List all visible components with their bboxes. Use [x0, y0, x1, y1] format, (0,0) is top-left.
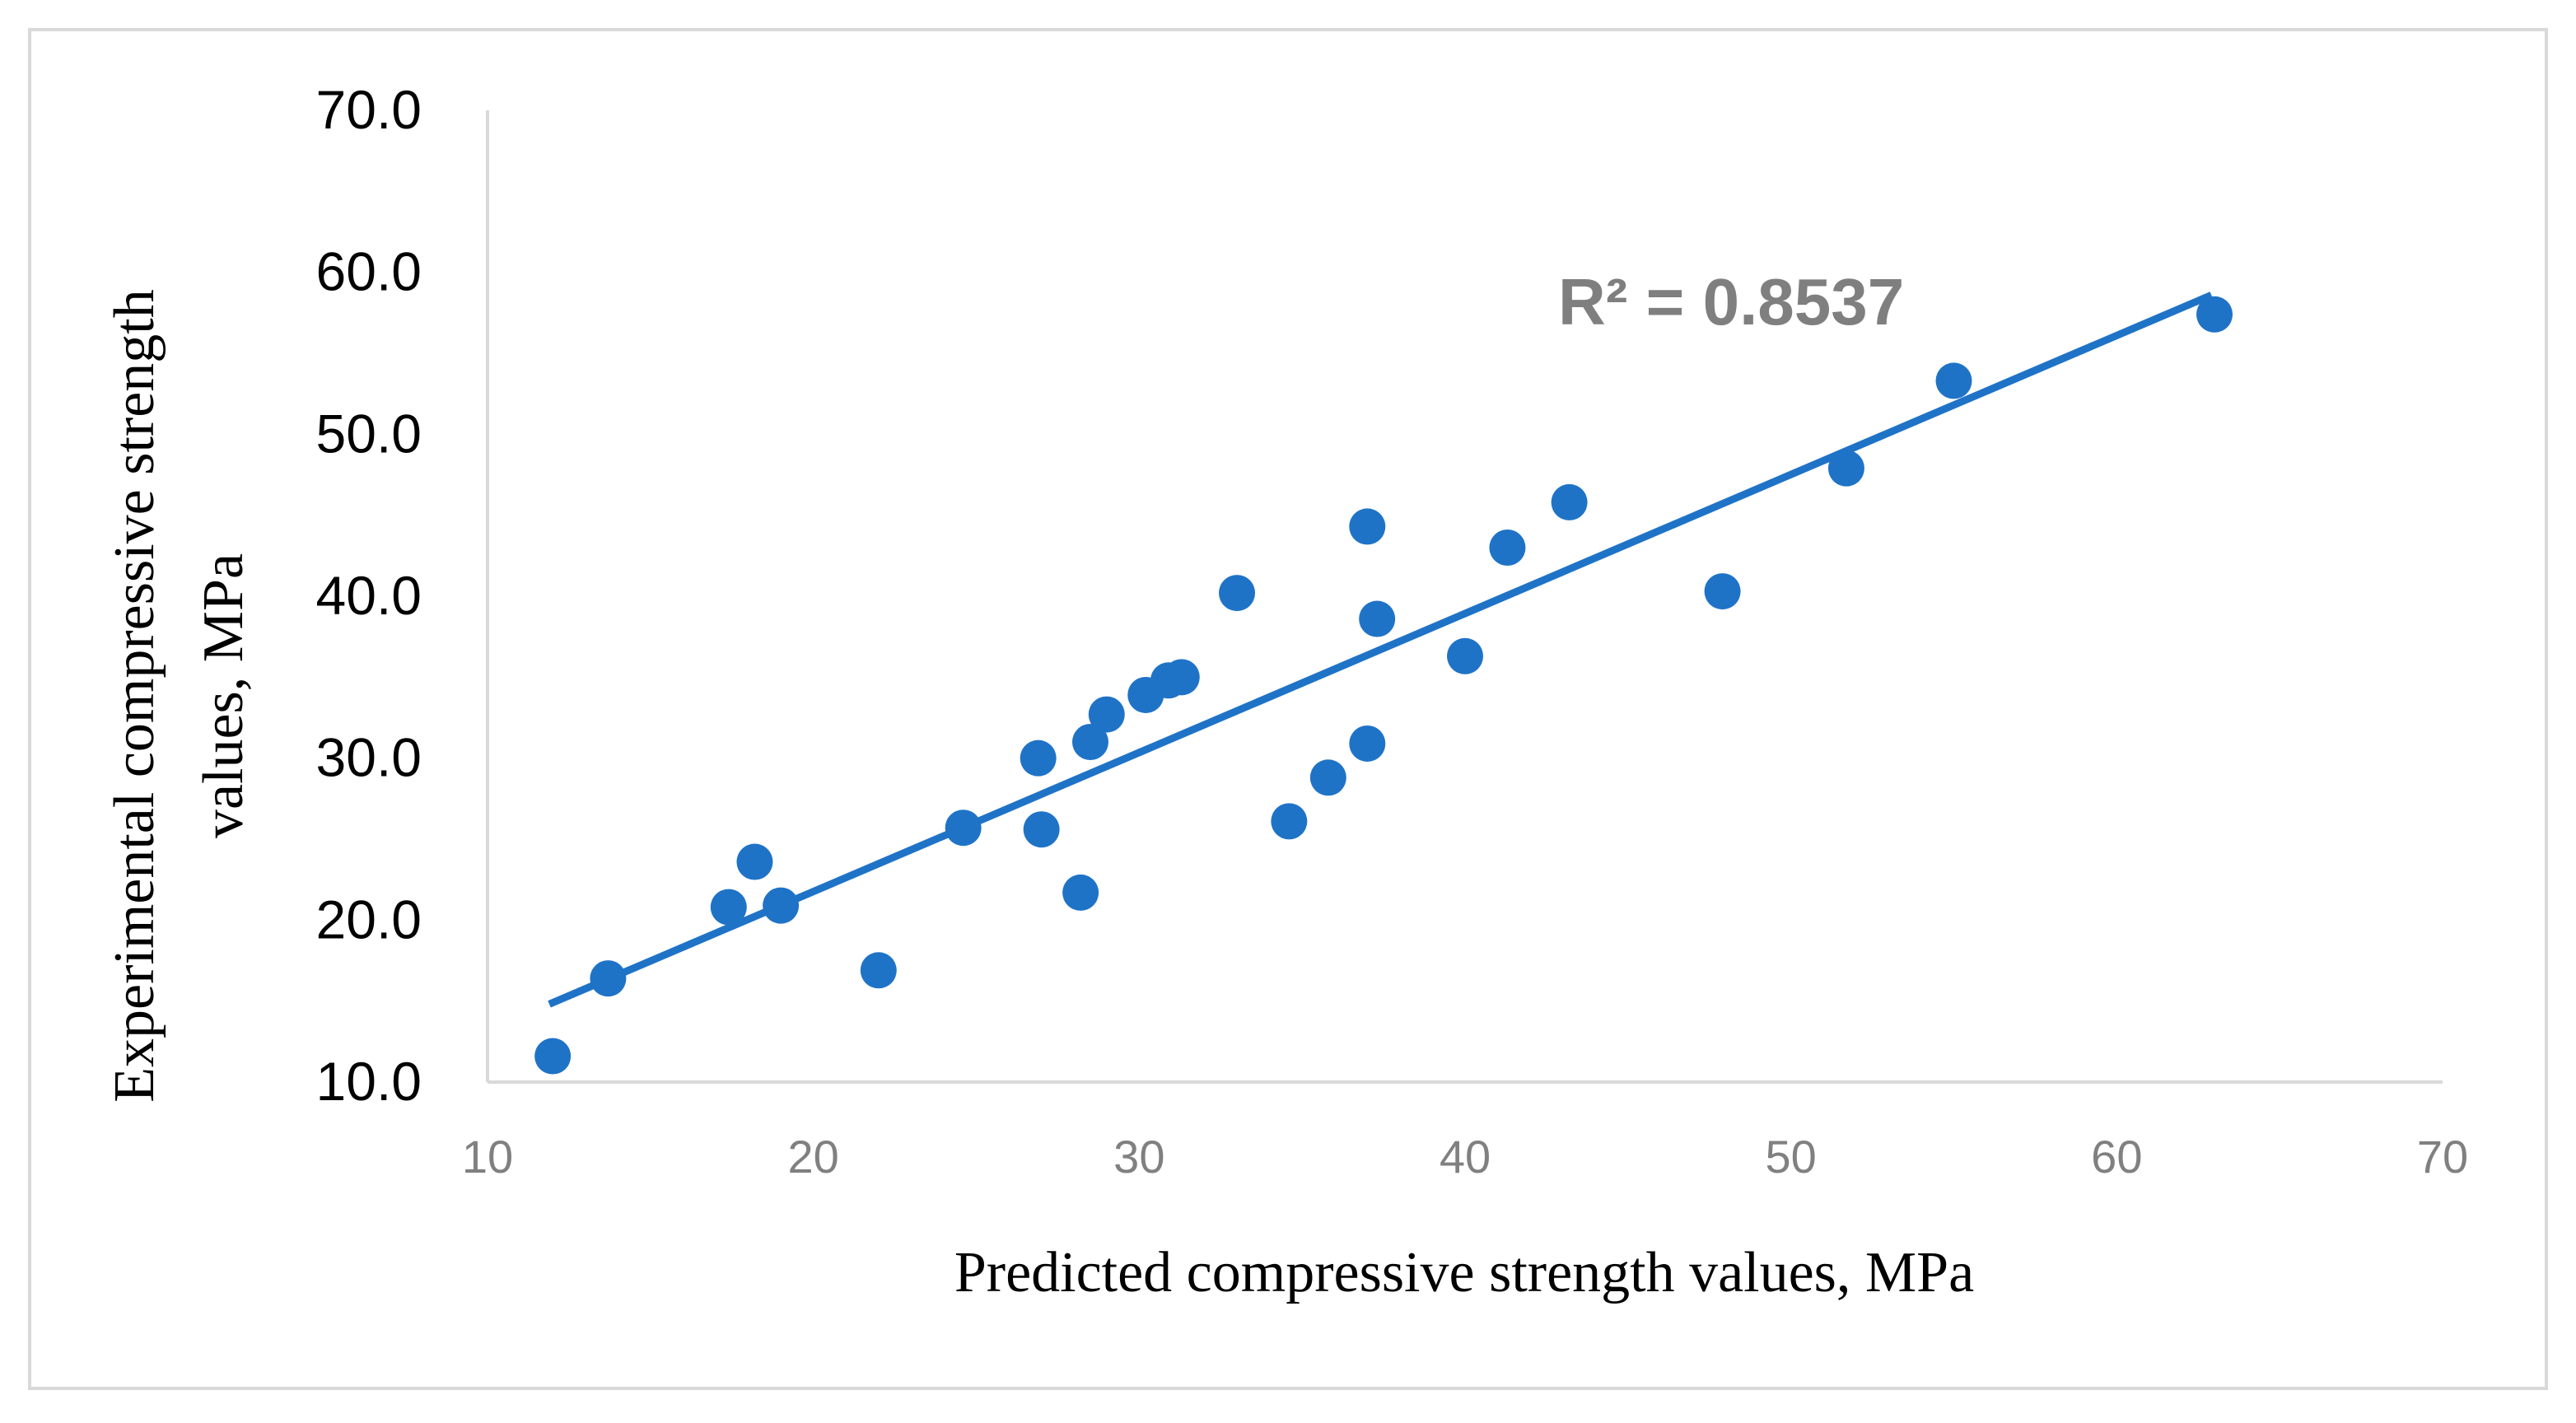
x-tick-label: 70 [2417, 1131, 2468, 1183]
data-point [1827, 450, 1864, 487]
trendline [548, 292, 2214, 1008]
data-point [1023, 811, 1060, 848]
data-point [1163, 659, 1200, 696]
plot-area [486, 110, 2443, 1084]
y-axis-title-line-1: Experimental compressive strength [103, 289, 166, 1103]
y-tick-label: 20.0 [316, 889, 422, 949]
chart-border [28, 28, 2548, 1390]
y-tick-label: 10.0 [316, 1051, 422, 1112]
data-point [1020, 739, 1057, 777]
data-point [1359, 600, 1396, 637]
data-point [1447, 637, 1483, 674]
y-axis-title-line-2: values, MPa [192, 553, 255, 838]
data-point [710, 889, 747, 926]
data-point [1551, 483, 1588, 520]
y-tick-label: 30.0 [316, 727, 422, 788]
x-tick-label: 30 [1113, 1131, 1164, 1183]
x-axis-title: Predicted compressive strength values, M… [954, 1241, 1974, 1304]
data-point [2196, 296, 2233, 333]
x-tick-label: 50 [1766, 1131, 1817, 1183]
y-tick-label: 60.0 [316, 241, 422, 302]
x-tick-labels: 10 20 30 40 50 60 70 [462, 1131, 2468, 1183]
data-point [1935, 362, 1972, 399]
data-point [1704, 573, 1741, 610]
data-point [1062, 874, 1099, 911]
x-tick-label: 40 [1440, 1131, 1491, 1183]
data-point [1489, 530, 1526, 566]
data-points [534, 296, 2233, 1075]
data-point [1349, 725, 1386, 762]
y-tick-labels: 10.0 20.0 30.0 40.0 50.0 60.0 70.0 [316, 79, 422, 1112]
x-tick-label: 10 [462, 1131, 513, 1183]
y-axis-title: Experimental compressive strength values… [103, 289, 255, 1103]
data-point [534, 1038, 572, 1075]
data-point [1071, 724, 1108, 760]
data-point [945, 809, 982, 847]
data-point [1219, 575, 1256, 612]
data-point [860, 952, 897, 989]
data-point [1349, 508, 1386, 545]
data-point [736, 843, 773, 880]
y-tick-label: 50.0 [316, 403, 422, 464]
data-point [1271, 803, 1308, 840]
data-point [763, 887, 800, 924]
data-point [590, 960, 627, 997]
data-point [1088, 696, 1125, 733]
y-tick-label: 70.0 [316, 79, 422, 140]
data-point [1309, 759, 1346, 796]
x-tick-label: 60 [2091, 1131, 2142, 1183]
r-squared-label: R² = 0.8537 [1558, 265, 1904, 338]
y-tick-label: 40.0 [316, 565, 422, 626]
x-tick-label: 20 [788, 1131, 839, 1183]
